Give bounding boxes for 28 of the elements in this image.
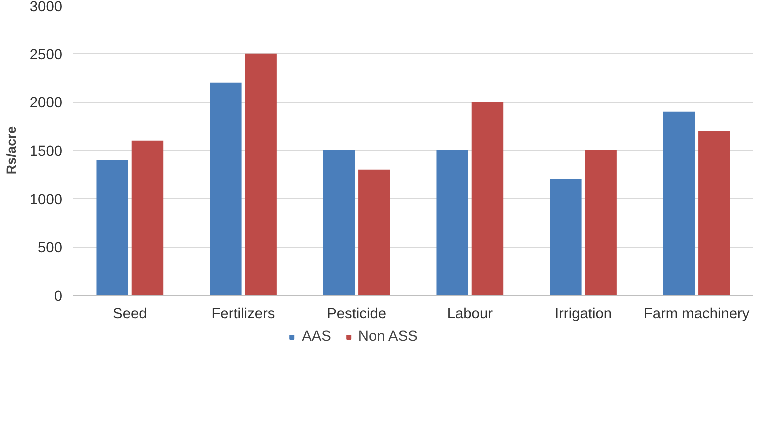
y-tick-label: 3000 [30,0,63,16]
bar [698,131,730,296]
bar [245,54,277,296]
bar [436,150,468,296]
legend-label: AAS [302,329,332,345]
x-tick-label: Fertilizers [212,306,276,322]
y-tick-label: 1500 [30,144,63,160]
bar [132,140,164,296]
x-tick-label: Seed [113,306,148,322]
x-tick-label: Irrigation [554,306,612,322]
bar [96,160,128,296]
bar [358,170,390,296]
bar [550,180,582,296]
y-tick-label: 1000 [30,192,63,208]
y-axis-title: Rs/acre [4,126,19,175]
bar [472,102,504,296]
bar [323,150,356,296]
x-tick-label: Pesticide [327,306,387,322]
y-tick-label: 2500 [30,47,63,64]
bar [210,82,242,296]
bar [663,112,696,296]
y-tick-label: 500 [38,240,63,257]
x-tick-label: Farm machinery [644,306,750,322]
y-tick-label: 0 [54,289,63,305]
x-tick-label: Labour [447,306,494,322]
bar [585,150,617,296]
legend-label: Non ASS [358,329,418,345]
y-tick-label: 2000 [30,96,63,112]
